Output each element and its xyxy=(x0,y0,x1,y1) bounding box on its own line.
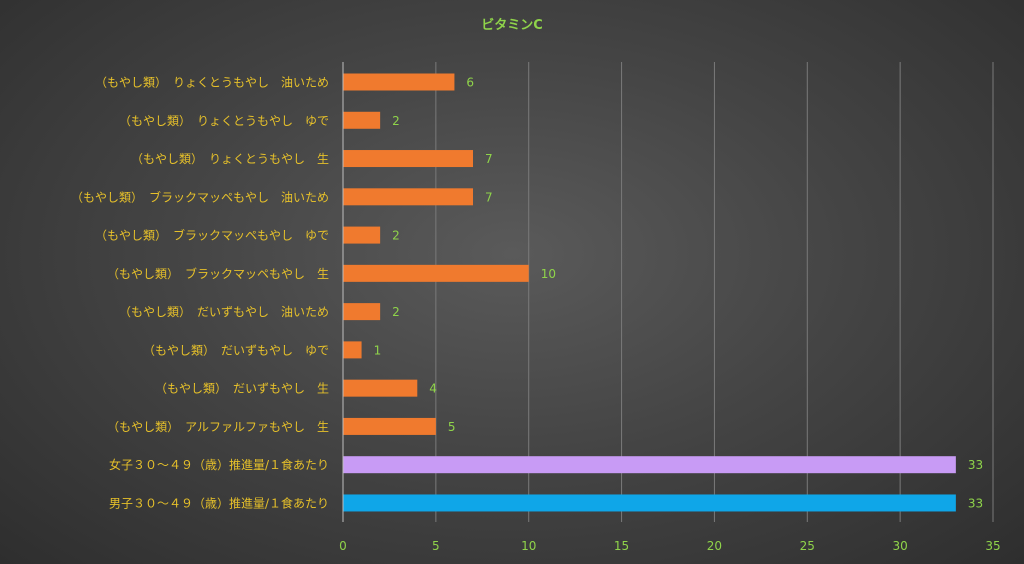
bar-5 xyxy=(343,264,529,282)
gridlines xyxy=(435,62,994,522)
x-tick-label-6: 30 xyxy=(893,539,908,553)
bar-8 xyxy=(343,379,418,397)
category-label-6: （もやし類） だいずもやし 油いため xyxy=(119,305,329,319)
category-label-1: （もやし類） りょくとうもやし ゆで xyxy=(119,114,329,128)
category-label-2: （もやし類） りょくとうもやし 生 xyxy=(131,152,329,166)
x-axis-tick-labels: 0 5 10 15 20 25 30 35 xyxy=(339,539,1000,553)
x-tick-label-7: 35 xyxy=(985,539,1000,553)
bar-4 xyxy=(343,226,381,244)
data-label-4: 2 xyxy=(392,229,400,243)
bar-0 xyxy=(343,73,455,91)
bars xyxy=(343,73,956,512)
data-label-8: 4 xyxy=(429,382,437,396)
data-label-0: 6 xyxy=(466,76,474,90)
data-label-9: 5 xyxy=(448,420,456,434)
category-labels: （もやし類） りょくとうもやし 油いため （もやし類） りょくとうもやし ゆで （も… xyxy=(71,76,329,511)
data-label-11: 33 xyxy=(968,496,983,510)
bar-1 xyxy=(343,111,381,129)
x-tick-label-3: 15 xyxy=(614,539,629,553)
data-label-7: 1 xyxy=(374,343,382,357)
category-label-0: （もやし類） りょくとうもやし 油いため xyxy=(95,76,329,90)
x-tick-label-2: 10 xyxy=(521,539,536,553)
data-label-2: 7 xyxy=(485,152,493,166)
data-label-6: 2 xyxy=(392,305,400,319)
bar-9 xyxy=(343,417,436,435)
category-label-8: （もやし類） だいずもやし 生 xyxy=(155,382,329,396)
chart-title: ビタミンC xyxy=(481,17,543,33)
bar-3 xyxy=(343,188,473,206)
data-label-10: 33 xyxy=(968,458,983,472)
category-label-5: （もやし類） ブラックマッペもやし 生 xyxy=(107,266,329,281)
data-label-3: 7 xyxy=(485,190,493,204)
category-label-9: （もやし類） アルファルファもやし 生 xyxy=(107,420,329,434)
category-label-4: （もやし類） ブラックマッペもやし ゆで xyxy=(95,228,329,243)
bar-7 xyxy=(343,341,362,359)
category-label-7: （もやし類） だいずもやし ゆで xyxy=(143,343,329,357)
category-label-3: （もやし類） ブラックマッペもやし 油いため xyxy=(71,189,329,204)
x-tick-label-0: 0 xyxy=(339,539,347,553)
category-label-11: 男子３０～４９（歳）推進量/１食あたり xyxy=(109,495,329,510)
data-labels: 6 2 7 7 2 10 2 1 4 5 33 33 xyxy=(374,76,984,511)
bar-2 xyxy=(343,150,473,168)
bar-6 xyxy=(343,303,381,321)
x-tick-label-1: 5 xyxy=(432,539,440,553)
x-tick-label-5: 25 xyxy=(800,539,815,553)
bar-11 xyxy=(343,494,956,512)
data-label-5: 10 xyxy=(541,267,556,281)
bar-10 xyxy=(343,456,956,474)
x-tick-label-4: 20 xyxy=(707,539,722,553)
data-label-1: 2 xyxy=(392,114,400,128)
category-label-10: 女子３０～４９（歳）推進量/１食あたり xyxy=(109,457,329,472)
